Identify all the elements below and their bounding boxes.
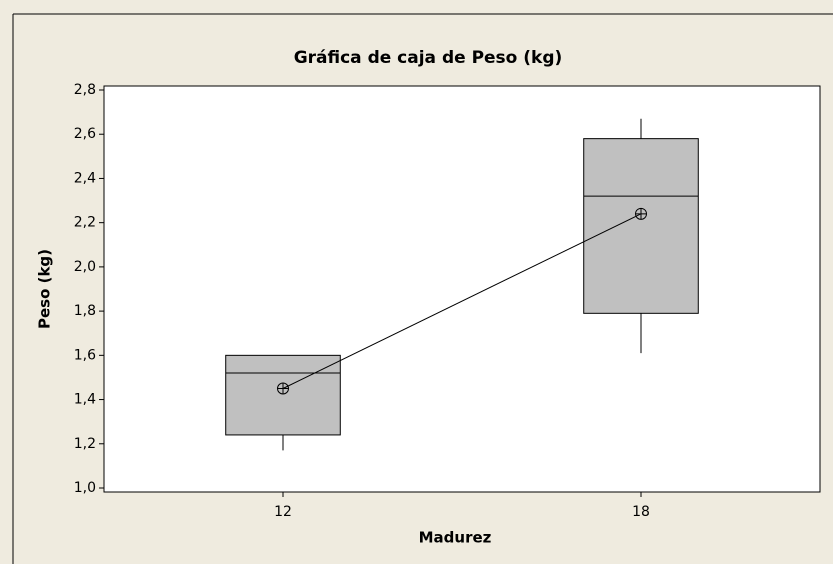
y-tick-label: 2,4 xyxy=(74,170,96,186)
y-axis-label: Peso (kg) xyxy=(36,249,54,329)
mean-line xyxy=(282,213,642,389)
y-tick-label: 1,6 xyxy=(74,347,96,363)
box xyxy=(225,354,341,436)
x-tick-label: 18 xyxy=(632,504,650,520)
chart-title: Gráfica de caja de Peso (kg) xyxy=(294,48,563,68)
y-tick-label: 1,8 xyxy=(74,303,96,319)
y-tick-label: 1,2 xyxy=(74,436,96,452)
box xyxy=(583,138,699,314)
plot-area xyxy=(103,85,821,493)
mean-cross xyxy=(635,208,647,220)
x-axis-label: Madurez xyxy=(419,529,492,547)
y-tick-label: 2,6 xyxy=(74,126,96,142)
x-tick-label: 12 xyxy=(274,504,292,520)
mean-cross xyxy=(277,383,289,394)
y-tick-label: 1,4 xyxy=(74,392,96,408)
y-tick-label: 1,0 xyxy=(74,480,96,496)
y-tick-label: 2,8 xyxy=(74,82,96,98)
y-tick-label: 2,2 xyxy=(74,215,96,231)
y-tick-label: 2,0 xyxy=(74,259,96,275)
